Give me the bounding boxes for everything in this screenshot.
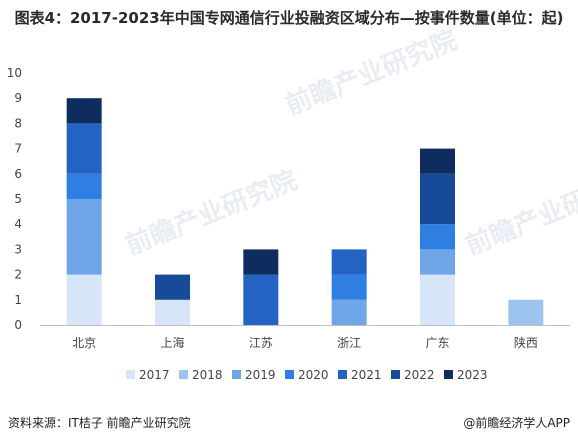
- chart-title: 图表4：2017-2023年中国专网通信行业投融资区域分布—按事件数量(单位：起…: [14, 9, 564, 27]
- y-tick-label: 0: [14, 318, 22, 332]
- legend-label-2021: 2021: [351, 368, 382, 382]
- bar-segment-2020: [331, 274, 367, 300]
- x-tick-label: 北京: [72, 336, 96, 350]
- y-tick-label: 9: [14, 91, 22, 105]
- legend-swatch-2020: [285, 370, 294, 379]
- x-tick-label: 上海: [160, 335, 184, 350]
- legend-label-2019: 2019: [245, 368, 276, 382]
- bar-segment-2021: [243, 274, 279, 325]
- bar-segment-2018: [508, 299, 544, 325]
- bars-layer: [66, 98, 544, 325]
- x-tick-label: 江苏: [249, 336, 273, 350]
- y-tick-label: 2: [14, 268, 22, 282]
- legend-swatch-2019: [232, 370, 241, 379]
- legend-swatch-2018: [179, 370, 188, 379]
- legend-label-2023: 2023: [457, 368, 488, 382]
- bar-segment-2023: [420, 148, 455, 174]
- legend-swatch-2022: [391, 370, 400, 379]
- y-tick-label: 7: [14, 142, 22, 156]
- legend-label-2022: 2022: [404, 368, 435, 382]
- legend-label-2020: 2020: [298, 368, 329, 382]
- bar-segment-2020: [66, 173, 102, 199]
- bar-segment-2017: [155, 299, 190, 325]
- bar-segment-2022: [420, 173, 455, 225]
- y-tick-label: 10: [7, 66, 22, 80]
- bar-segment-2017: [66, 274, 102, 325]
- bar-segment-2023: [243, 249, 279, 275]
- watermark-text: 前瞻产业研究院: [461, 165, 578, 262]
- y-tick-label: 3: [14, 242, 22, 256]
- brand-credit: @前瞻经济学人APP: [463, 416, 570, 430]
- x-tick-label: 浙江: [337, 336, 361, 350]
- bar-segment-2019: [331, 299, 367, 325]
- legend-label-2018: 2018: [192, 368, 223, 382]
- bar-segment-2022: [155, 274, 190, 300]
- y-tick-label: 6: [14, 167, 22, 181]
- legend-swatch-2021: [338, 370, 347, 379]
- source-note: 资料来源：IT桔子 前瞻产业研究院: [8, 416, 191, 430]
- legend-swatch-2023: [444, 370, 453, 379]
- x-tick-label: 陕西: [514, 335, 538, 350]
- watermark-text: 前瞻产业研究院: [281, 25, 461, 122]
- watermark-text: 前瞻产业研究院: [121, 165, 301, 262]
- legend: 2017 2018 2019 2020 2021 2022 2023: [126, 368, 488, 382]
- axis-layer: 0 1 2 3 4 5 6 7 8 9 10 北京 上海 江苏 浙江 广东 陕西: [7, 66, 570, 350]
- bar-segment-2021: [66, 123, 102, 174]
- y-tick-label: 1: [14, 293, 22, 307]
- legend-label-2017: 2017: [139, 368, 170, 382]
- bar-segment-2019: [420, 249, 455, 275]
- bar-segment-2017: [420, 274, 455, 325]
- bar-segment-2020: [420, 224, 455, 250]
- y-tick-label: 5: [14, 192, 22, 206]
- watermark-layer: 前瞻产业研究院 前瞻产业研究院 前瞻产业研究院: [121, 25, 578, 262]
- y-tick-label: 4: [14, 217, 22, 231]
- x-tick-label: 广东: [425, 336, 449, 350]
- y-tick-label: 8: [14, 116, 22, 130]
- bar-segment-2023: [66, 98, 102, 124]
- bar-segment-2019: [66, 199, 102, 275]
- bar-segment-2021: [331, 249, 367, 275]
- legend-swatch-2017: [126, 370, 135, 379]
